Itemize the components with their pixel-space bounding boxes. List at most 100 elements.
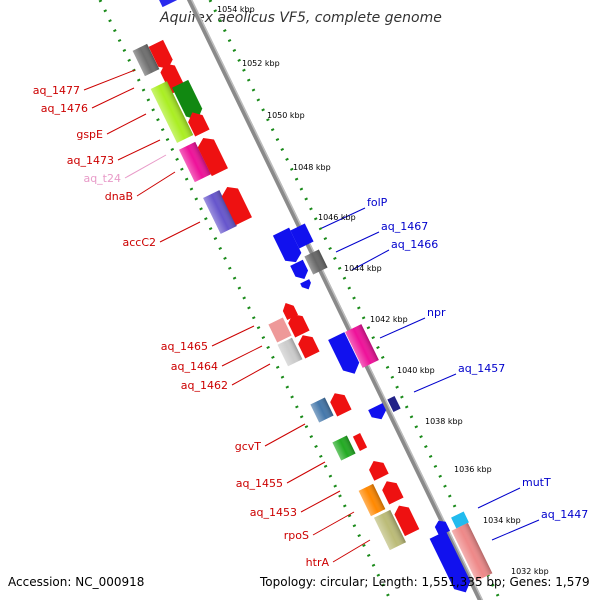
scale-label: 1032 kbp — [511, 567, 549, 576]
gene-aq-1455-b[interactable] — [352, 433, 368, 451]
gene-aq-1465[interactable] — [268, 317, 292, 343]
scale-label: 1042 kbp — [370, 315, 408, 324]
left-label-group: aq_1477 aq_1476 gspE aq_1473 aq_t24 dnaB accC2… — [33, 69, 371, 569]
gene-rpoS-b[interactable] — [392, 502, 420, 537]
gene-label[interactable]: aq_1476 — [41, 102, 88, 115]
leader-line — [332, 539, 371, 563]
gene-rpoS[interactable] — [358, 483, 386, 517]
gene-aq-1477[interactable] — [132, 43, 160, 77]
gene-aq-1476[interactable] — [148, 39, 176, 72]
gene-label[interactable]: aq_1455 — [236, 477, 283, 490]
gene-aq-1462-b[interactable] — [296, 332, 320, 359]
gene-label[interactable]: aq_1473 — [67, 154, 114, 167]
gene-label[interactable]: accC2 — [122, 236, 156, 249]
leader-line — [321, 207, 366, 229]
accession-text: Accession: NC_000918 — [8, 575, 145, 589]
leader-line — [83, 69, 136, 91]
gene-label[interactable]: mutT — [522, 476, 551, 489]
leader-line — [231, 363, 271, 386]
gene-aq-1462[interactable] — [277, 337, 303, 367]
gene-label[interactable]: aq_1466 — [391, 238, 438, 251]
gene-aq-1457[interactable] — [368, 403, 389, 423]
gene-npr[interactable] — [328, 332, 363, 378]
gene-accC2-b[interactable] — [219, 183, 252, 226]
leader-line — [300, 490, 341, 513]
scale-label: 1038 kbp — [425, 417, 463, 426]
gene-label[interactable]: aq_t24 — [83, 172, 121, 185]
leader-line — [136, 171, 176, 197]
gene-label[interactable]: aq_1453 — [250, 506, 297, 519]
gene-aq-1474[interactable] — [185, 109, 210, 137]
gene-label[interactable]: aq_1457 — [458, 362, 505, 375]
gene-gcvT-b[interactable] — [328, 390, 352, 417]
gene-aq-1466-b[interactable] — [300, 279, 313, 291]
leader-line — [477, 487, 521, 509]
gene-label[interactable]: rpoS — [284, 529, 309, 542]
gene-gcvT[interactable] — [310, 397, 334, 423]
scale-label-group: 1054 kbp 1052 kbp 1050 kbp 1048 kbp 1046 kbp… — [217, 5, 549, 576]
gene-track-right — [272, 223, 493, 596]
scale-label: 1050 kbp — [267, 111, 305, 120]
gene-label[interactable]: npr — [427, 306, 446, 319]
gene-aq-1447[interactable] — [429, 530, 474, 596]
scale-label: 1052 kbp — [242, 59, 280, 68]
leader-line — [351, 249, 390, 271]
gene-label[interactable]: aq_1465 — [161, 340, 208, 353]
gene-aq-1467-b[interactable] — [290, 259, 310, 282]
leader-line — [413, 373, 457, 393]
gene-label[interactable]: aq_1477 — [33, 84, 80, 97]
gene-gspE[interactable] — [150, 81, 194, 143]
leader-line — [312, 511, 355, 536]
leader-line — [91, 87, 135, 109]
leader-line — [264, 423, 306, 447]
gene-aq-1447-b[interactable] — [451, 522, 493, 582]
gene-aq-1473[interactable] — [179, 141, 211, 183]
leader-line — [286, 461, 326, 484]
gene-aq-1455[interactable] — [332, 435, 356, 461]
gene-label[interactable]: aq_1447 — [541, 508, 588, 521]
gene-aq-1453-b[interactable] — [380, 478, 404, 505]
backbone-highlight — [190, 0, 484, 600]
gene-label[interactable]: gcvT — [235, 440, 262, 453]
backbone-line — [186, 0, 484, 600]
scale-label: 1040 kbp — [397, 366, 435, 375]
gene-aq-1467[interactable] — [290, 223, 314, 249]
gene-label[interactable]: aq_1467 — [381, 220, 428, 233]
gene-label[interactable]: folP — [367, 196, 388, 209]
scale-label: 1054 kbp — [217, 5, 255, 14]
scale-label: 1046 kbp — [318, 213, 356, 222]
gene-track-left — [132, 0, 420, 551]
outer-tick-track-right — [208, 0, 502, 600]
gene-label[interactable]: aq_1464 — [171, 360, 218, 373]
gene-aq-1453[interactable] — [366, 458, 389, 481]
gene-aq-1457-b[interactable] — [387, 395, 401, 413]
leader-line — [221, 345, 263, 367]
outer-tick-track-left — [98, 0, 392, 600]
gene-label[interactable]: dnaB — [105, 190, 133, 203]
scale-label: 1036 kbp — [454, 465, 492, 474]
leader-line — [117, 139, 161, 161]
gene-npr-b[interactable] — [345, 324, 379, 368]
map-title: Aquifex aeolicus VF5, complete genome — [160, 10, 442, 26]
leader-line — [124, 154, 167, 179]
gene-label[interactable]: aq_1462 — [181, 379, 228, 392]
gene-htrA[interactable] — [374, 509, 406, 551]
leader-line — [491, 519, 540, 541]
gene-aq-1464[interactable] — [286, 311, 310, 338]
leader-line — [335, 231, 380, 253]
gene-aq-1466[interactable] — [304, 249, 328, 275]
leader-line — [106, 113, 147, 135]
gene-mutT[interactable] — [451, 511, 469, 529]
gene-label[interactable]: gspE — [76, 128, 103, 141]
gene-folP[interactable] — [272, 227, 304, 266]
gene-gspE-b[interactable] — [172, 79, 206, 124]
gene-accC2[interactable] — [203, 190, 237, 234]
gene-dnaB-arrow[interactable] — [195, 134, 228, 177]
gene-aq-1446[interactable] — [433, 518, 451, 537]
gene-label[interactable]: htrA — [306, 556, 330, 569]
leader-line — [379, 317, 426, 339]
leader-line — [211, 325, 255, 347]
topology-text: Topology: circular; Length: 1,551,335 bp… — [260, 575, 590, 589]
